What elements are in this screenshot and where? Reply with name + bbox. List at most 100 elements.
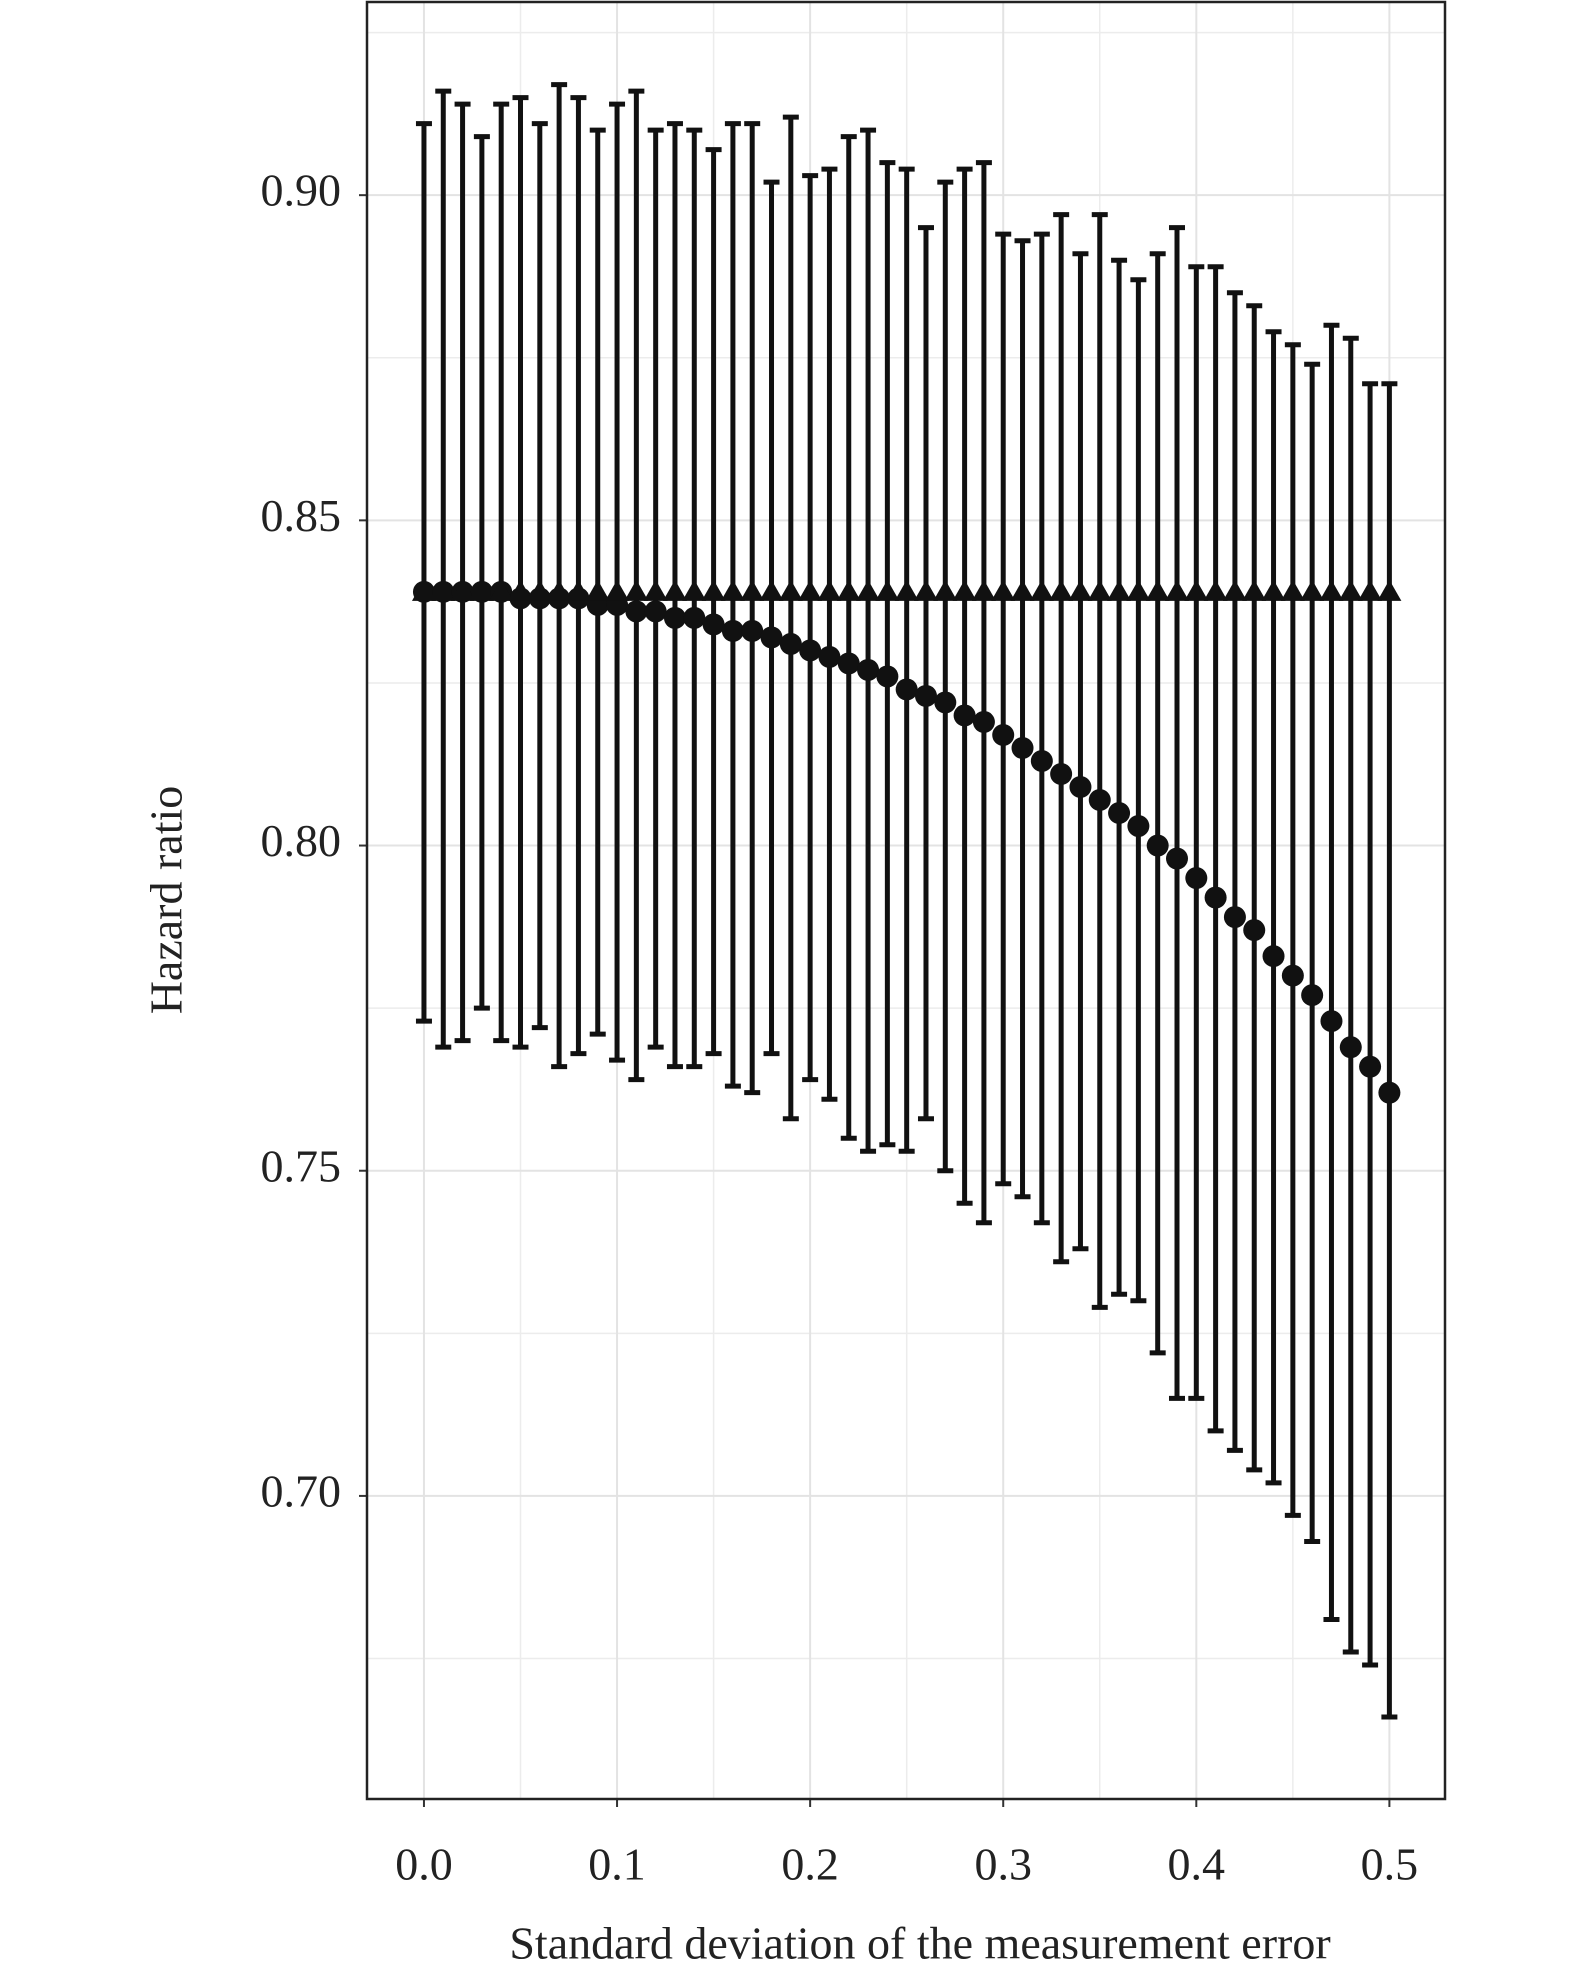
triangle-point — [720, 579, 745, 601]
triangle-point — [411, 579, 436, 601]
circle-point — [644, 600, 667, 623]
circle-point — [760, 626, 783, 649]
circle-point — [972, 710, 995, 733]
triangle-point — [624, 579, 649, 601]
circle-point — [683, 606, 706, 629]
circle-point — [1011, 736, 1034, 759]
x-tick-label: 0.2 — [781, 1839, 839, 1890]
triangle-point — [1126, 579, 1151, 601]
triangle-point — [1164, 579, 1189, 601]
circle-point — [992, 723, 1015, 746]
triangle-point — [1029, 579, 1054, 601]
triangle-point — [469, 579, 494, 601]
triangle-point — [1010, 579, 1035, 601]
triangle-point — [836, 579, 861, 601]
circle-point — [914, 684, 937, 707]
circle-point — [741, 619, 764, 642]
triangle-point — [1203, 579, 1228, 601]
triangle-point — [1261, 579, 1286, 601]
circle-point — [1262, 945, 1285, 968]
triangle-point — [1358, 579, 1383, 601]
circle-point — [1185, 867, 1208, 890]
triangle-point — [1145, 579, 1170, 601]
triangle-point — [662, 579, 687, 601]
circle-point — [1281, 964, 1304, 987]
circle-point — [953, 704, 976, 727]
y-axis-label: Hazard ratio — [141, 786, 192, 1015]
circle-point — [1146, 834, 1169, 857]
circle-point — [837, 652, 860, 675]
triangle-point — [1242, 579, 1267, 601]
circle-point — [702, 613, 725, 636]
triangle-point — [1049, 579, 1074, 601]
triangle-point — [1068, 579, 1093, 601]
triangle-point — [1280, 579, 1305, 601]
circle-point — [1030, 749, 1053, 772]
triangle-point — [527, 579, 552, 601]
triangle-point — [913, 579, 938, 601]
triangle-point — [1107, 579, 1132, 601]
triangle-point — [585, 579, 610, 601]
x-tick-label: 0.3 — [974, 1839, 1032, 1890]
triangle-point — [1377, 579, 1402, 601]
triangle-point — [778, 579, 803, 601]
y-tick-label: 0.85 — [261, 490, 342, 541]
circle-point — [876, 665, 899, 688]
triangle-point — [605, 579, 630, 601]
triangle-point — [431, 579, 456, 601]
triangle-point — [817, 579, 842, 601]
circle-point — [1223, 906, 1246, 929]
circle-point — [1165, 847, 1188, 870]
y-tick-label: 0.80 — [261, 815, 342, 866]
triangle-point — [740, 579, 765, 601]
circle-point — [1088, 789, 1111, 812]
circle-point — [1339, 1036, 1362, 1059]
x-tick-label: 0.0 — [395, 1839, 453, 1890]
circle-point — [663, 606, 686, 629]
circle-point — [1243, 919, 1266, 942]
triangle-point — [508, 579, 533, 601]
triangle-point — [701, 579, 726, 601]
triangle-point — [856, 579, 881, 601]
circle-point — [1050, 763, 1073, 786]
triangle-point — [1338, 579, 1363, 601]
circle-point — [1320, 1010, 1343, 1033]
circle-point — [1359, 1055, 1382, 1078]
triangle-point — [450, 579, 475, 601]
circle-point — [799, 639, 822, 662]
y-tick-label: 0.75 — [261, 1140, 342, 1191]
triangle-point — [682, 579, 707, 601]
x-tick-label: 0.5 — [1361, 1839, 1419, 1890]
circle-point — [895, 678, 918, 701]
triangle-point — [971, 579, 996, 601]
circle-point — [1301, 984, 1324, 1007]
triangle-point — [875, 579, 900, 601]
triangle-point — [798, 579, 823, 601]
triangle-point — [643, 579, 668, 601]
circle-point — [1069, 776, 1092, 799]
triangle-point — [759, 579, 784, 601]
triangle-point — [489, 579, 514, 601]
y-tick-label: 0.70 — [261, 1465, 342, 1516]
circle-point — [1378, 1081, 1401, 1104]
triangle-point — [952, 579, 977, 601]
circle-point — [779, 632, 802, 655]
y-tick-label: 0.90 — [261, 165, 342, 216]
x-tick-label: 0.1 — [588, 1839, 646, 1890]
triangle-point — [547, 579, 572, 601]
circle-point — [1108, 802, 1131, 825]
triangle-point — [991, 579, 1016, 601]
circle-point — [818, 645, 841, 668]
x-axis-label: Standard deviation of the measurement er… — [509, 1918, 1330, 1966]
circle-point — [721, 619, 744, 642]
circle-point — [625, 600, 648, 623]
triangle-point — [1184, 579, 1209, 601]
plot-frame — [365, 0, 1447, 1801]
triangle-point — [1319, 579, 1344, 601]
circle-point — [934, 691, 957, 714]
triangle-point — [894, 579, 919, 601]
triangle-point — [933, 579, 958, 601]
circle-point — [1204, 886, 1227, 909]
